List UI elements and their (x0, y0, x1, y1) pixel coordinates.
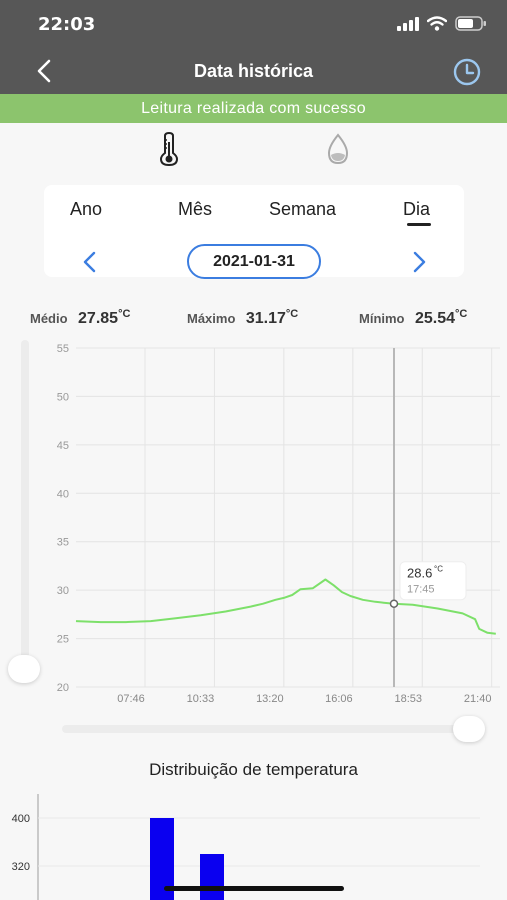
tab-dia[interactable]: Dia (403, 199, 431, 219)
stat-minimum-unit: °C (455, 308, 468, 320)
tab-selected-indicator (407, 223, 431, 226)
y-tick-label: 25 (57, 634, 69, 646)
stat-average-unit: °C (118, 308, 131, 320)
tooltip-box (399, 561, 467, 601)
chevron-left-icon[interactable] (30, 56, 60, 86)
tooltip-unit: °C (434, 565, 443, 574)
stat-minimum-value: 25.54 (414, 310, 455, 327)
tab-semana[interactable]: Semana (269, 199, 337, 219)
stat-minimum-label: Mínimo (359, 311, 405, 326)
chevron-left-icon[interactable] (79, 250, 101, 274)
clock-icon[interactable] (451, 56, 483, 88)
date-picker-button[interactable]: 2021-01-31 (187, 244, 321, 279)
x-tick-label: 07:46 (117, 693, 145, 705)
chevron-right-icon[interactable] (408, 250, 430, 274)
status-icons (397, 16, 487, 31)
distribution-bar-chart: 400 320 (12, 794, 480, 900)
horizontal-zoom-slider[interactable] (62, 725, 482, 733)
x-tick-label: 18:53 (395, 693, 423, 705)
x-tick-label: 13:20 (256, 693, 284, 705)
y-tick-label: 40 (57, 488, 69, 500)
home-indicator (164, 886, 344, 891)
stat-minimum: Mínimo 25.54°C (359, 308, 468, 328)
vertical-zoom-slider[interactable] (21, 340, 29, 670)
distribution-bar (200, 854, 224, 900)
x-tick-label: 21:40 (464, 693, 492, 705)
y-tick-label: 50 (57, 391, 69, 403)
humidity-drop-icon[interactable] (322, 132, 354, 166)
page-title: Data histórica (193, 61, 314, 81)
distribution-y-tick: 400 (12, 813, 30, 825)
tooltip-value: 28.6 (407, 566, 432, 581)
temperature-line-chart[interactable]: 55 50 45 40 35 30 25 20 07:46 10:33 13:20 16:06 18:5… (0, 335, 507, 705)
success-banner: Leitura realizada com sucesso (0, 94, 507, 123)
thermometer-icon[interactable] (153, 132, 185, 166)
navigation-bar: Data histórica (0, 48, 507, 94)
y-tick-label: 20 (57, 682, 69, 694)
stat-average: Médio 27.85°C (30, 308, 131, 328)
status-bar: 22:03 (0, 0, 507, 48)
wifi-icon (427, 16, 447, 31)
status-time: 22:03 (38, 14, 96, 35)
stat-maximum-label: Máximo (187, 311, 236, 326)
signal-icon (397, 16, 419, 31)
vertical-zoom-thumb[interactable] (8, 655, 40, 683)
stat-maximum: Máximo 31.17°C (187, 308, 299, 328)
horizontal-zoom-thumb[interactable] (453, 716, 485, 742)
stat-average-value: 27.85 (78, 310, 119, 327)
y-tick-label: 55 (57, 343, 69, 355)
y-tick-label: 45 (57, 440, 69, 452)
x-tick-label: 16:06 (325, 693, 353, 705)
y-tick-label: 30 (57, 585, 69, 597)
distribution-title: Distribuição de temperatura (149, 760, 358, 779)
period-selector-card: Ano Mês Semana Dia (44, 185, 464, 277)
battery-icon (455, 16, 486, 31)
stat-maximum-unit: °C (285, 308, 299, 320)
tab-mes[interactable]: Mês (178, 199, 213, 219)
distribution-y-tick: 320 (12, 861, 30, 873)
stat-maximum-value: 31.17 (245, 310, 286, 327)
x-tick-label: 10:33 (187, 693, 215, 705)
stat-average-label: Médio (30, 311, 68, 326)
y-tick-label: 35 (57, 537, 69, 549)
tab-ano[interactable]: Ano (70, 199, 103, 219)
cursor-point (389, 599, 399, 608)
tooltip-time: 17:45 (407, 584, 435, 596)
